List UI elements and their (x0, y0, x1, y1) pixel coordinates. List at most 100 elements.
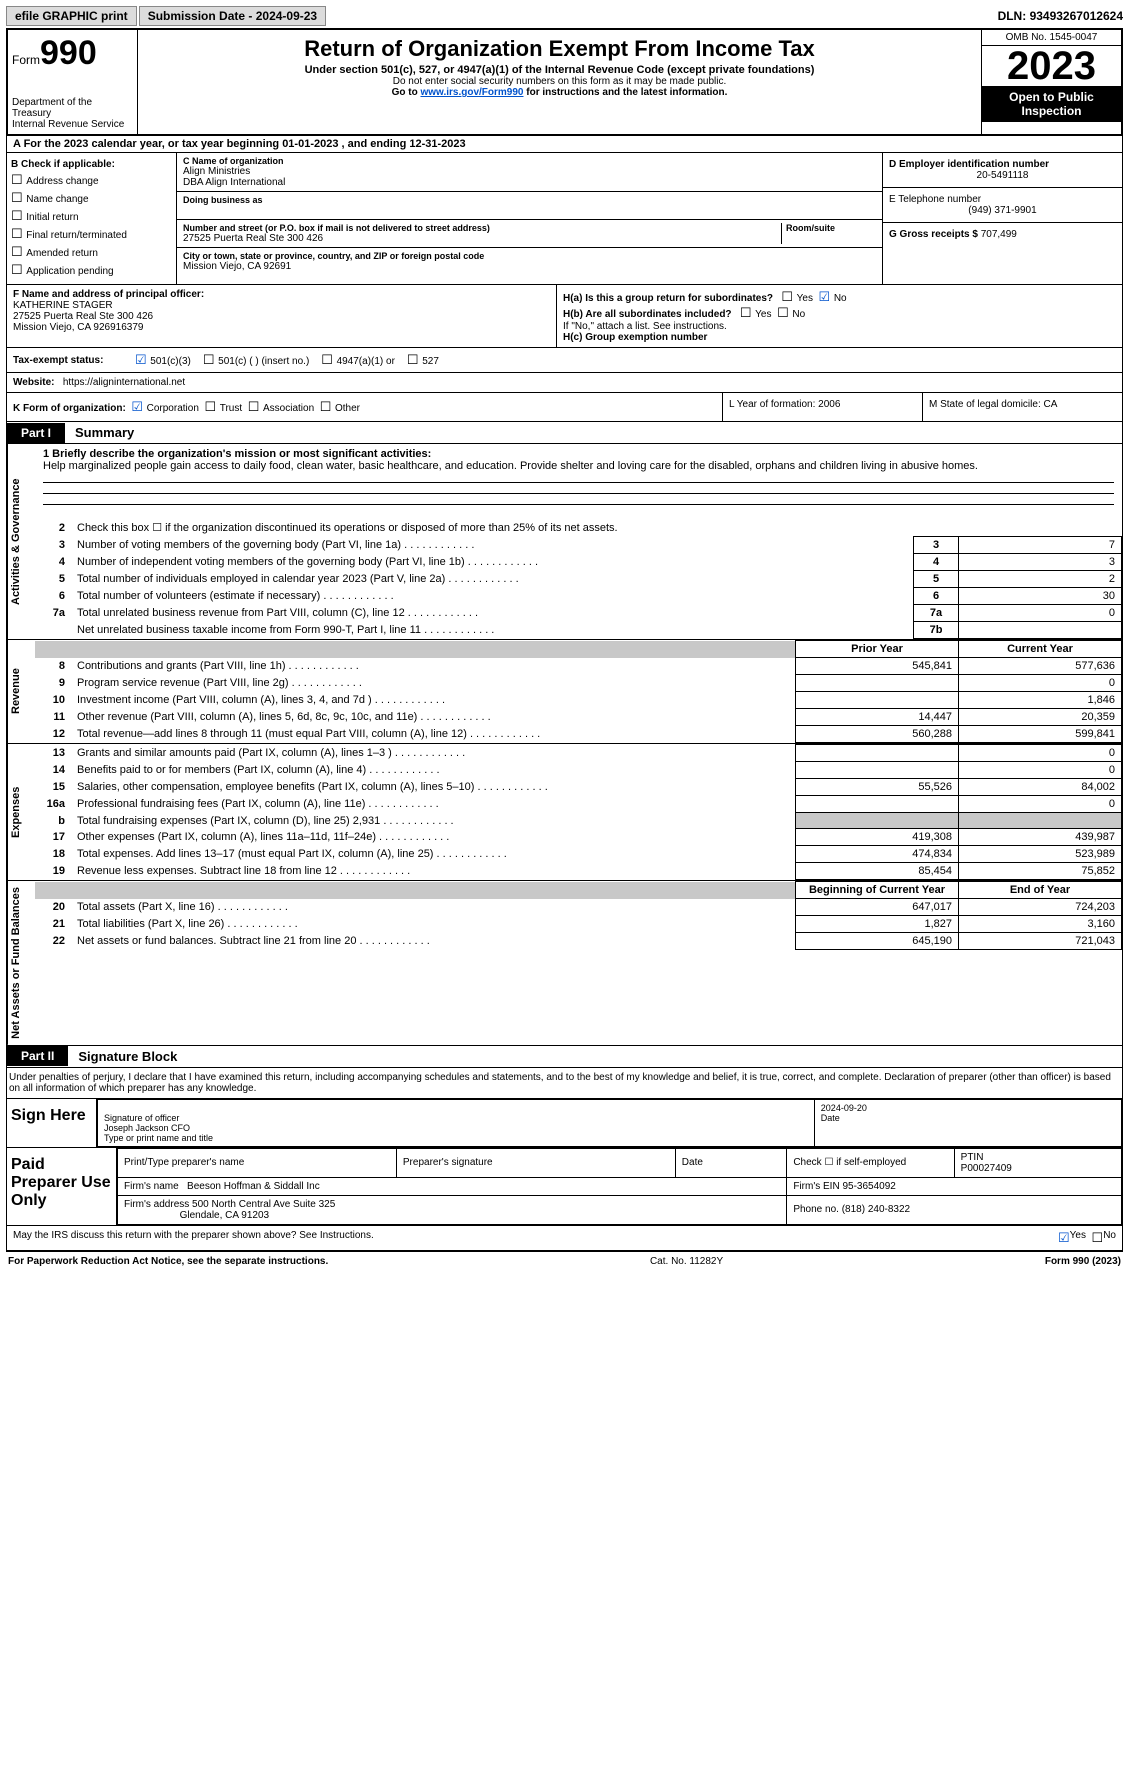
part-2-tag: Part II (7, 1046, 68, 1066)
goto-prefix: Go to (392, 87, 421, 98)
chk-application-pending[interactable]: Application pending (11, 262, 172, 278)
chk-final-return[interactable]: Final return/terminated (11, 226, 172, 242)
firm-name-label: Firm's name (124, 1181, 181, 1192)
tax-exempt-label: Tax-exempt status: (13, 355, 123, 366)
irs-link[interactable]: www.irs.gov/Form990 (420, 87, 523, 98)
info-grid: B Check if applicable: Address change Na… (6, 153, 1123, 285)
tax-year: 2023 (982, 46, 1121, 86)
expenses-table: 13Grants and similar amounts paid (Part … (35, 744, 1122, 880)
officer-addr1: 27525 Puerta Real Ste 300 426 (13, 311, 550, 322)
chk-501c3[interactable]: 501(c)(3) (135, 352, 191, 368)
top-toolbar: efile GRAPHIC print Submission Date - 20… (6, 6, 1123, 26)
chk-501c[interactable]: 501(c) ( ) (insert no.) (203, 352, 309, 368)
ptin-value: P00027409 (961, 1163, 1012, 1174)
org-name-cell: C Name of organization Align Ministries … (177, 153, 882, 192)
chk-address-change[interactable]: Address change (11, 172, 172, 188)
org-name-1: Align Ministries (183, 166, 876, 177)
efile-button[interactable]: efile GRAPHIC print (6, 6, 137, 26)
ein-value: 20-5491118 (889, 170, 1116, 181)
discuss-no[interactable] (1092, 1230, 1104, 1246)
mission-row: 1 Briefly describe the organization's mi… (35, 444, 1122, 519)
line-2: 2Check this box ☐ if the organization di… (35, 519, 1122, 537)
form-of-org: K Form of organization: Corporation Trus… (7, 393, 722, 421)
ha-no[interactable] (819, 293, 834, 304)
expenses-section: Expenses 13Grants and similar amounts pa… (6, 744, 1123, 881)
city-label: City or town, state or province, country… (183, 251, 876, 261)
firm-ein: 95-3654092 (842, 1181, 895, 1192)
paid-preparer-label: Paid Preparer Use Only (7, 1148, 117, 1225)
gross-cell: G Gross receipts $ 707,499 (883, 223, 1122, 246)
row-f-h: F Name and address of principal officer:… (6, 285, 1123, 348)
hb-yes[interactable] (740, 309, 755, 320)
governance-section: Activities & Governance 1 Briefly descri… (6, 444, 1123, 640)
line-b: bTotal fundraising expenses (Part IX, co… (35, 813, 1122, 829)
chk-527[interactable]: 527 (407, 352, 439, 368)
dln-value: 93493267012624 (1030, 9, 1123, 23)
form-990: 990 (40, 34, 97, 72)
mission-question: 1 Briefly describe the organization's mi… (43, 448, 1114, 460)
chk-4947[interactable]: 4947(a)(1) or (321, 352, 395, 368)
governance-label: Activities & Governance (7, 444, 35, 639)
address-cell: Number and street (or P.O. box if mail i… (177, 220, 882, 248)
org-name-label: C Name of organization (183, 156, 876, 166)
line-12: 12Total revenue—add lines 8 through 11 (… (35, 726, 1122, 743)
net-assets-label: Net Assets or Fund Balances (7, 881, 35, 1045)
ein-cell: D Employer identification number 20-5491… (883, 153, 1122, 188)
sign-date-label: Date (821, 1113, 840, 1123)
dept-treasury: Department of the Treasury Internal Reve… (12, 97, 133, 130)
form-number: Form990 (12, 34, 133, 73)
chk-initial-return[interactable]: Initial return (11, 208, 172, 224)
boy-header: Beginning of Current Year (796, 882, 959, 899)
ssn-warning: Do not enter social security numbers on … (146, 76, 973, 87)
line-20: 20Total assets (Part X, line 16)647,0177… (35, 899, 1122, 916)
firm-addr-label: Firm's address (124, 1199, 192, 1210)
revenue-section: Revenue Prior Year Current Year 8Contrib… (6, 640, 1123, 744)
instructions-line: Go to www.irs.gov/Form990 for instructio… (146, 87, 973, 98)
sig-officer-label: Signature of officer (104, 1113, 179, 1123)
chk-corporation[interactable] (131, 403, 146, 414)
eoy-header: End of Year (959, 882, 1122, 899)
irs-discuss-row: May the IRS discuss this return with the… (6, 1226, 1123, 1251)
chk-amended-return[interactable]: Amended return (11, 244, 172, 260)
self-employed-check[interactable]: Check ☐ if self-employed (787, 1148, 954, 1177)
col-b-header: B Check if applicable: (11, 159, 172, 170)
chk-trust[interactable] (204, 403, 219, 414)
group-return-section: H(a) Is this a group return for subordin… (557, 285, 1122, 347)
chk-other[interactable] (320, 403, 335, 414)
part-1-tag: Part I (7, 423, 65, 443)
firm-phone: (818) 240-8322 (842, 1204, 910, 1215)
principal-officer: F Name and address of principal officer:… (7, 285, 557, 347)
h-b-note: If "No," attach a list. See instructions… (563, 321, 1116, 332)
city-state-zip: Mission Viejo, CA 92691 (183, 261, 876, 272)
dba-cell: Doing business as (177, 192, 882, 220)
page-footer: For Paperwork Reduction Act Notice, see … (6, 1251, 1123, 1271)
current-year-header: Current Year (959, 641, 1122, 658)
gross-value: 707,499 (981, 229, 1017, 240)
chk-name-change[interactable]: Name change (11, 190, 172, 206)
hb-no[interactable] (777, 309, 792, 320)
part-2-header: Part II Signature Block (6, 1046, 1123, 1068)
ha-yes[interactable] (781, 293, 796, 304)
signature-intro: Under penalties of perjury, I declare th… (6, 1068, 1123, 1098)
discuss-yes[interactable] (1058, 1230, 1070, 1246)
firm-name: Beeson Hoffman & Siddall Inc (187, 1181, 320, 1192)
revenue-header-row: Prior Year Current Year (35, 641, 1122, 658)
row-i-tax-exempt: Tax-exempt status: 501(c)(3) 501(c) ( ) … (6, 348, 1123, 373)
line-11: 11Other revenue (Part VIII, column (A), … (35, 709, 1122, 726)
irs-discuss-question: May the IRS discuss this return with the… (13, 1230, 374, 1246)
line-19: 19Revenue less expenses. Subtract line 1… (35, 863, 1122, 880)
dln: DLN: 93493267012624 (998, 9, 1123, 23)
discuss-no-label: No (1103, 1230, 1116, 1246)
revenue-table: Prior Year Current Year 8Contributions a… (35, 640, 1122, 743)
gov-line-3: 3Number of voting members of the governi… (35, 537, 1122, 554)
state-domicile: M State of legal domicile: CA (922, 393, 1122, 421)
year-formation: L Year of formation: 2006 (722, 393, 922, 421)
row-a-calendar-year: A For the 2023 calendar year, or tax yea… (6, 136, 1123, 153)
chk-association[interactable] (248, 403, 263, 414)
part-2-title: Signature Block (68, 1046, 187, 1067)
line-15: 15Salaries, other compensation, employee… (35, 779, 1122, 796)
line-21: 21Total liabilities (Part X, line 26)1,8… (35, 916, 1122, 933)
gov-line-7a: 7aTotal unrelated business revenue from … (35, 605, 1122, 622)
website-value: https://aligninternational.net (63, 377, 185, 388)
part-1-title: Summary (65, 422, 144, 443)
